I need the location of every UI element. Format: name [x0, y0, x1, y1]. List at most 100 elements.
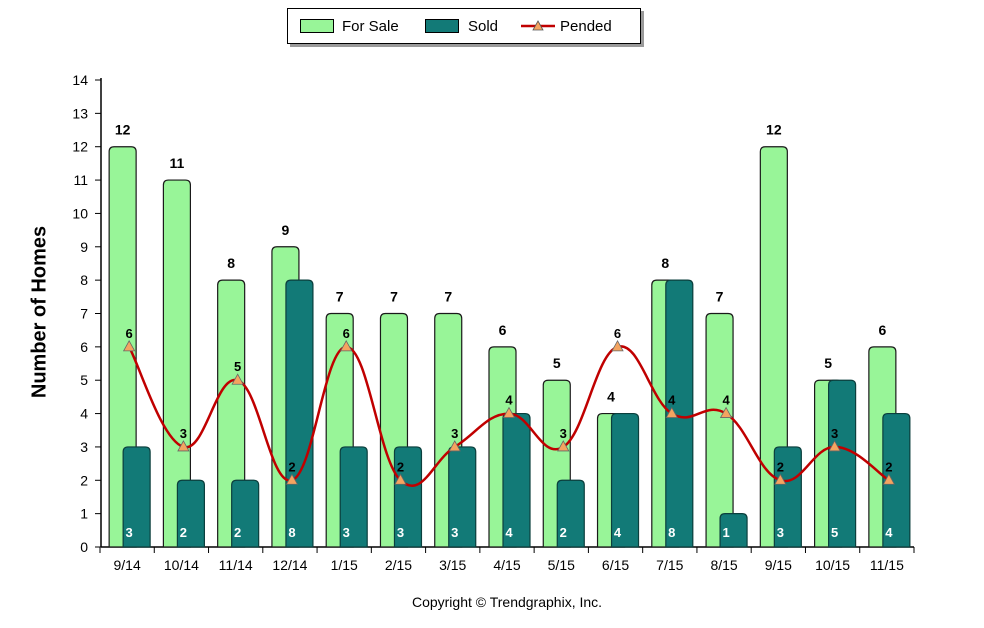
data-label-sold: 3 — [397, 525, 404, 540]
marker-pended — [448, 440, 461, 452]
data-label-sold: 5 — [831, 525, 838, 540]
data-label-for-sale: 12 — [115, 122, 131, 138]
bar-sold — [176, 479, 205, 548]
y-axis-title: Number of Homes — [28, 225, 51, 399]
x-tick-label: 11/14 — [219, 557, 253, 573]
bar-sold — [502, 412, 531, 548]
data-label-for-sale: 9 — [282, 222, 290, 238]
legend-label-pended: Pended — [560, 18, 612, 35]
data-label-pended: 4 — [505, 393, 513, 408]
legend-label-sold: Sold — [468, 18, 499, 35]
y-tick-label: 8 — [80, 272, 88, 288]
data-label-sold: 3 — [126, 525, 133, 540]
x-tick-label: 1/15 — [331, 557, 358, 573]
data-label-sold: 4 — [505, 525, 513, 540]
data-label-pended: 2 — [397, 459, 404, 474]
x-tick-label: 10/15 — [815, 557, 850, 573]
data-label-pended: 6 — [614, 326, 621, 341]
bar-sold — [665, 279, 694, 548]
data-label-for-sale: 7 — [390, 289, 398, 305]
y-tick-label: 12 — [72, 139, 88, 155]
data-label-for-sale: 6 — [499, 322, 507, 338]
data-label-pended: 6 — [343, 326, 350, 341]
x-tick-label: 11/15 — [870, 557, 904, 573]
y-tick-label: 0 — [80, 539, 88, 555]
data-label-pended: 3 — [560, 426, 567, 441]
y-tick-label: 7 — [80, 306, 88, 322]
bar-sold — [285, 279, 314, 548]
data-label-for-sale: 8 — [661, 255, 669, 271]
data-label-pended: 6 — [126, 326, 133, 341]
x-tick-label: 6/15 — [602, 557, 629, 573]
chart-legend: For Sale Sold Pended — [287, 8, 641, 44]
y-tick-label: 4 — [80, 406, 88, 422]
bar-for-sale — [705, 312, 734, 548]
legend-swatch-sold — [425, 19, 459, 33]
y-tick-label: 1 — [80, 506, 88, 522]
marker-pended — [502, 406, 516, 418]
y-tick-label: 6 — [80, 339, 88, 355]
x-tick-label: 5/15 — [548, 557, 575, 573]
data-label-sold: 8 — [288, 525, 295, 540]
bar-sold — [828, 379, 857, 548]
bar-sold — [610, 412, 640, 548]
data-label-sold: 4 — [885, 525, 893, 540]
x-tick-label: 8/15 — [710, 557, 737, 573]
marker-pended — [285, 473, 299, 485]
y-tick-label: 14 — [72, 72, 88, 88]
marker-pended — [774, 473, 787, 485]
bar-sold — [719, 513, 748, 548]
data-label-for-sale: 7 — [444, 289, 452, 305]
data-label-sold: 3 — [777, 525, 784, 540]
data-label-sold: 2 — [180, 525, 187, 540]
legend-label-for-sale: For Sale — [342, 18, 399, 35]
data-label-pended: 2 — [885, 459, 892, 474]
data-label-sold: 3 — [343, 525, 350, 540]
x-tick-label: 2/15 — [385, 557, 412, 573]
x-tick-label: 12/14 — [272, 557, 307, 573]
y-tick-label: 13 — [72, 105, 88, 121]
data-label-sold: 2 — [560, 525, 567, 540]
data-label-for-sale: 7 — [336, 289, 344, 305]
data-label-sold: 2 — [234, 525, 241, 540]
data-label-pended: 4 — [668, 393, 676, 408]
data-label-sold: 4 — [614, 525, 622, 540]
marker-pended — [231, 373, 244, 385]
y-tick-label: 9 — [80, 239, 88, 255]
data-label-pended: 2 — [777, 459, 784, 474]
marker-pended — [611, 340, 624, 352]
data-label-sold: 3 — [451, 525, 458, 540]
data-label-sold: 8 — [668, 525, 675, 540]
data-label-for-sale: 8 — [227, 255, 235, 271]
data-label-pended: 4 — [722, 393, 730, 408]
marker-pended — [340, 340, 353, 352]
marker-pended — [394, 473, 407, 485]
copyright-text: Copyright © Trendgraphix, Inc. — [411, 594, 603, 610]
data-label-pended: 3 — [451, 426, 458, 441]
bar-sold — [122, 446, 151, 548]
bar-for-sale — [162, 179, 191, 548]
x-tick-label: 9/15 — [765, 557, 792, 573]
bar-sold — [882, 412, 911, 548]
marker-pended — [719, 406, 733, 418]
data-label-for-sale: 7 — [716, 289, 724, 305]
bar-sold — [393, 446, 423, 548]
data-label-pended: 5 — [234, 359, 241, 374]
data-label-pended: 2 — [288, 459, 295, 474]
x-tick-label: 9/14 — [114, 557, 141, 573]
x-tick-label: 4/15 — [493, 557, 520, 573]
line-pended — [128, 345, 890, 488]
marker-pended — [122, 340, 136, 352]
y-tick-label: 10 — [72, 205, 88, 221]
bar-sold — [556, 479, 585, 548]
marker-pended — [665, 406, 678, 418]
bar-sold — [339, 446, 368, 548]
marker-pended — [557, 440, 570, 452]
data-label-for-sale: 11 — [169, 155, 184, 171]
y-tick-label: 11 — [73, 172, 88, 188]
x-tick-label: 7/15 — [656, 557, 683, 573]
data-label-for-sale: 5 — [824, 355, 832, 371]
y-tick-label: 5 — [80, 372, 88, 388]
data-label-for-sale: 12 — [766, 122, 782, 138]
